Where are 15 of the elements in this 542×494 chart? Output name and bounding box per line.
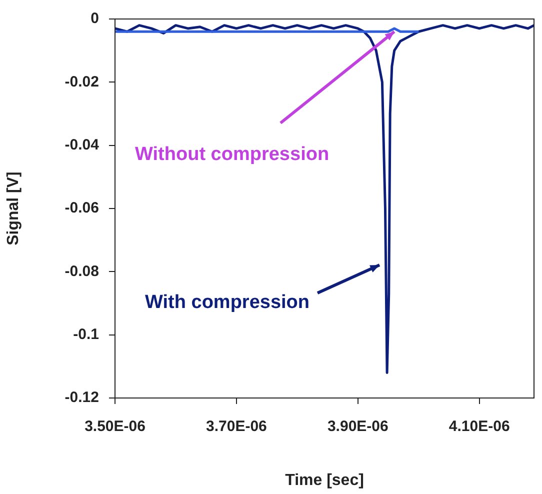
x-tick-label: 3.50E-06 [84, 418, 146, 436]
y-axis-title: Signal [V] [5, 172, 22, 246]
y-tick-label: -0.04 [64, 136, 100, 154]
y-tick-label: -0.1 [73, 326, 99, 343]
y-tick-label: -0.06 [64, 200, 99, 217]
y-tick-label: -0.12 [64, 389, 99, 406]
x-tick-label: 4.10E-06 [448, 418, 510, 436]
y-tick-label: -0.02 [64, 73, 99, 90]
y-tick-label: 0 [90, 10, 99, 28]
x-tick-label: 3.90E-06 [327, 418, 388, 436]
annotation: Without compression [135, 144, 330, 166]
annotation: With compression [145, 292, 310, 314]
x-tick-label: 3.70E-06 [206, 418, 267, 436]
x-axis-title: Time [sec] [285, 472, 364, 489]
y-tick-label: -0.08 [64, 262, 99, 280]
